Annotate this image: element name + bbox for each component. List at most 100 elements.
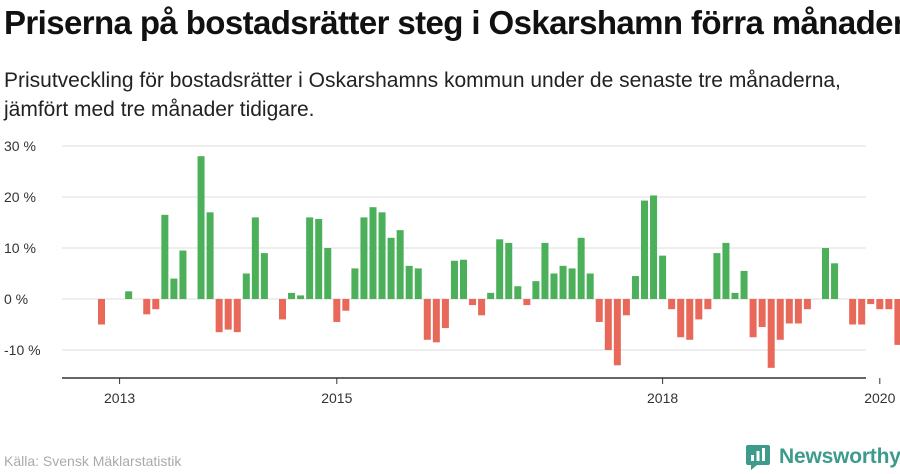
bar [487, 292, 495, 299]
bar [641, 200, 648, 299]
bar [803, 299, 811, 310]
x-tick-label: 2013 [104, 390, 135, 406]
bar [758, 299, 766, 328]
newsworthy-logo[interactable]: Newsworthy [745, 443, 900, 471]
bar [161, 214, 169, 299]
bar [152, 299, 160, 310]
bar [233, 299, 241, 333]
bar [767, 299, 775, 368]
bar [98, 299, 105, 325]
axes [62, 377, 881, 384]
bar [260, 253, 268, 299]
bar [740, 270, 748, 299]
bar [831, 263, 839, 299]
bar [423, 299, 431, 340]
bar [604, 299, 612, 350]
bar [378, 212, 386, 299]
source-note: Källa: Svensk Mäklarstatistik [4, 453, 182, 469]
bar [541, 242, 549, 299]
bar [595, 299, 603, 322]
bar [342, 299, 350, 311]
bar [432, 299, 440, 343]
bar [405, 265, 413, 299]
bar [242, 273, 250, 299]
bar [876, 299, 884, 310]
chart-subtitle: Prisutveckling för bostadsrätter i Oskar… [4, 69, 841, 121]
logo-chart-icon [746, 445, 770, 470]
bar [215, 299, 223, 333]
bar [496, 239, 504, 299]
bar [731, 292, 739, 299]
bar [722, 242, 730, 299]
y-tick-label: 10 % [4, 240, 36, 256]
bar [441, 299, 449, 329]
bar [460, 259, 467, 299]
x-tick-label: 2015 [321, 390, 352, 406]
bar [297, 295, 305, 299]
bar [858, 299, 866, 325]
bar [668, 299, 676, 310]
x-tick-label: 2018 [647, 390, 678, 406]
bar [867, 299, 875, 305]
bar [894, 299, 900, 345]
bar [224, 299, 232, 330]
bar [550, 273, 558, 299]
bar [469, 299, 477, 306]
bar [324, 248, 332, 299]
bar [776, 299, 784, 340]
bar [686, 299, 694, 340]
bar [704, 299, 712, 310]
tick-labels: -10 %0 %10 %20 %30 %20132015201820201 % [4, 138, 896, 406]
bar [613, 299, 621, 366]
y-tick-label: 0 % [4, 291, 28, 307]
bar [387, 237, 395, 299]
bar [514, 286, 522, 299]
bar [279, 299, 286, 320]
bar [251, 217, 259, 299]
bar [360, 217, 368, 299]
y-tick-label: 20 % [4, 189, 36, 205]
bar [197, 156, 205, 299]
bar [414, 268, 422, 299]
bar [179, 250, 187, 299]
bar [351, 268, 359, 299]
bar [288, 292, 296, 299]
logo-text: Newsworthy [779, 445, 900, 468]
bar [369, 207, 377, 299]
bar [505, 242, 513, 299]
bar [478, 299, 486, 316]
y-tick-label: 30 % [4, 138, 36, 154]
bar [713, 253, 721, 299]
bar [794, 299, 802, 324]
bar [206, 212, 214, 299]
bar [559, 265, 567, 299]
bar [849, 299, 857, 325]
bar [170, 278, 178, 299]
bar [785, 299, 793, 324]
bar [586, 273, 594, 299]
bar [523, 299, 531, 306]
bar [659, 255, 667, 299]
bar [450, 260, 458, 299]
bar [315, 218, 323, 299]
bar [885, 299, 893, 310]
bar [577, 237, 585, 299]
bar [822, 248, 829, 299]
chart-title: Priserna på bostadsrätter steg i Oskarsh… [4, 4, 900, 41]
bar [631, 276, 639, 299]
bar [532, 281, 540, 299]
bar [143, 299, 151, 315]
bar [749, 299, 757, 338]
gridlines [62, 145, 866, 351]
bar [568, 268, 576, 299]
bar [306, 217, 314, 299]
bar [650, 195, 658, 299]
bar [125, 291, 133, 299]
bar [396, 230, 404, 299]
bar [677, 299, 685, 338]
bar [695, 299, 703, 320]
y-tick-label: -10 % [4, 342, 41, 358]
bar [333, 299, 341, 322]
bars [98, 156, 900, 368]
